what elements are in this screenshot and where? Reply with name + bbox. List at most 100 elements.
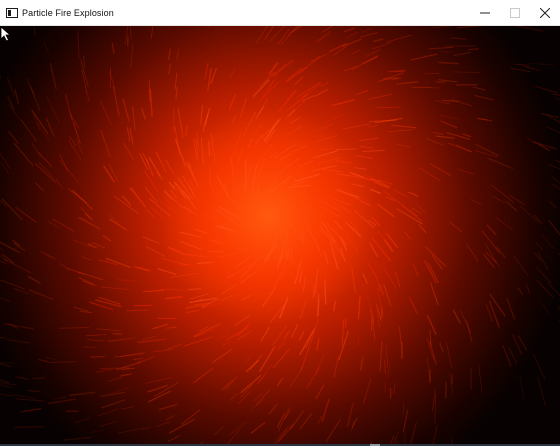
particle-streak bbox=[351, 55, 379, 70]
particle-streak bbox=[249, 354, 263, 370]
particle-streak bbox=[402, 409, 409, 433]
particle-streak bbox=[166, 343, 182, 350]
particle-streak bbox=[165, 415, 175, 421]
particle-streak bbox=[367, 124, 378, 128]
particle-streak bbox=[236, 322, 252, 337]
particle-streak bbox=[369, 119, 397, 123]
particle-streak bbox=[100, 421, 118, 427]
particle-streak bbox=[123, 142, 134, 160]
particle-streak bbox=[298, 331, 305, 341]
particle-streak bbox=[315, 384, 325, 400]
particle-streak bbox=[538, 143, 550, 152]
particle-streak bbox=[150, 26, 154, 39]
particle-streak bbox=[385, 344, 389, 368]
particle-streak bbox=[142, 236, 160, 244]
particle-streak bbox=[204, 107, 211, 126]
particle-streak bbox=[47, 398, 76, 405]
particle-streak bbox=[408, 191, 419, 197]
particle-streak bbox=[238, 391, 251, 404]
particle-streak bbox=[79, 310, 92, 314]
particle-streak bbox=[447, 142, 472, 153]
particle-streak bbox=[300, 345, 311, 372]
minimize-button[interactable] bbox=[470, 0, 500, 26]
particle-streak bbox=[508, 194, 525, 206]
particle-streak bbox=[0, 152, 11, 170]
window-app-icon[interactable] bbox=[6, 7, 18, 18]
particle-streak bbox=[427, 262, 439, 284]
particle-streak bbox=[356, 90, 369, 95]
particle-streak bbox=[168, 418, 195, 434]
particle-streak bbox=[271, 59, 294, 78]
particle-streak bbox=[228, 94, 237, 111]
particle-streak bbox=[83, 55, 86, 69]
mouse-pointer-icon bbox=[0, 26, 12, 42]
particle-streak bbox=[15, 206, 37, 223]
particle-streak bbox=[96, 328, 121, 332]
particle-streak bbox=[287, 26, 298, 37]
particle-streak bbox=[0, 361, 15, 364]
particle-streak bbox=[456, 144, 472, 153]
particle-streak bbox=[533, 214, 543, 225]
particle-streak bbox=[35, 182, 44, 192]
particle-streak bbox=[474, 150, 498, 158]
particle-streak bbox=[536, 267, 552, 284]
particle-streak bbox=[341, 38, 362, 48]
particle-streak bbox=[15, 376, 29, 380]
particle-streak bbox=[109, 218, 127, 231]
particle-streak bbox=[410, 422, 417, 444]
particle-streak bbox=[274, 428, 288, 444]
particle-streak bbox=[376, 287, 384, 315]
particle-streak bbox=[537, 376, 546, 407]
particle-streak bbox=[26, 78, 35, 95]
particle-streak bbox=[109, 71, 116, 90]
particle-streak bbox=[81, 69, 88, 94]
particle-streak bbox=[496, 246, 506, 259]
particle-streak bbox=[122, 98, 130, 122]
particle-streak bbox=[429, 162, 452, 177]
particle-streak bbox=[68, 140, 82, 161]
particle-streak bbox=[290, 323, 299, 338]
particle-streak bbox=[321, 398, 330, 423]
particle-canvas[interactable] bbox=[0, 26, 560, 444]
particle-streak bbox=[393, 431, 399, 444]
particle-streak bbox=[425, 246, 446, 267]
particle-streak bbox=[439, 342, 444, 352]
particle-streak bbox=[289, 410, 304, 430]
particle-streak bbox=[276, 341, 286, 351]
taskbar-indicator bbox=[370, 444, 380, 446]
particle-streak bbox=[137, 355, 156, 364]
particle-streak bbox=[78, 216, 101, 230]
particle-streak bbox=[448, 372, 454, 395]
particle-streak bbox=[478, 118, 488, 121]
particle-streak bbox=[100, 101, 112, 126]
particle-streak bbox=[366, 260, 378, 279]
particle-streak bbox=[45, 117, 55, 138]
particle-streak bbox=[252, 79, 270, 97]
particle-streak bbox=[236, 330, 253, 341]
particle-streak bbox=[264, 26, 275, 40]
particle-streak bbox=[114, 353, 145, 358]
particle-streak bbox=[33, 26, 36, 38]
particle-streak bbox=[396, 144, 411, 148]
particle-streak bbox=[478, 365, 483, 393]
particle-streak bbox=[97, 408, 119, 417]
maximize-button[interactable] bbox=[500, 0, 530, 26]
particle-streak bbox=[81, 256, 92, 261]
particle-streak bbox=[377, 203, 395, 218]
particle-streak bbox=[351, 49, 361, 55]
close-button[interactable] bbox=[530, 0, 560, 26]
particle-streak bbox=[77, 30, 80, 59]
title-bar[interactable]: Particle Fire Explosion bbox=[0, 0, 560, 26]
particle-streak bbox=[460, 310, 471, 333]
particle-streak bbox=[452, 71, 480, 73]
particle-streak bbox=[541, 112, 560, 119]
particle-streak bbox=[376, 307, 380, 328]
particle-streak bbox=[8, 104, 20, 119]
particle-streak bbox=[0, 379, 10, 384]
particle-streak bbox=[92, 242, 105, 249]
particle-streak bbox=[129, 127, 134, 145]
particle-streak bbox=[365, 48, 381, 58]
particle-streak bbox=[295, 81, 322, 99]
particle-streak bbox=[48, 361, 77, 364]
particle-streak bbox=[12, 239, 21, 247]
